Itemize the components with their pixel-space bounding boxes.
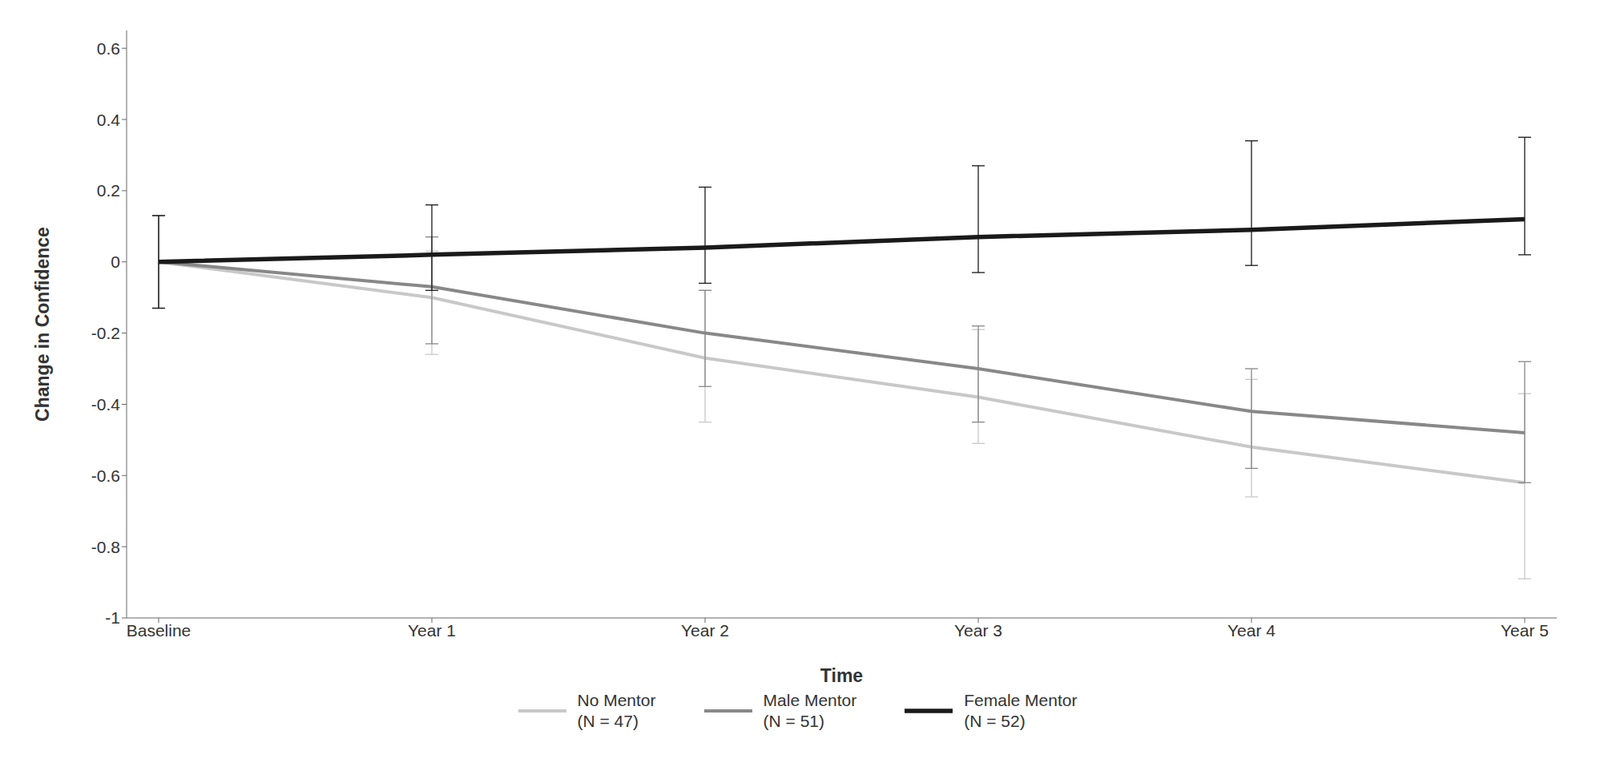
svg-text:-0.8: -0.8 (91, 537, 121, 557)
html-text:No Mentor: No Mentor (577, 690, 656, 710)
svg-text:Time: Time (820, 664, 863, 686)
svg-text:-0.6: -0.6 (91, 466, 121, 485)
svg-text:0.6: 0.6 (96, 39, 121, 58)
html-text:Male Mentor: Male Mentor (763, 690, 857, 710)
svg-text:0.4: 0.4 (96, 110, 121, 129)
svg-text:Year 1: Year 1 (407, 620, 456, 640)
svg-text:Year 5: Year 5 (1500, 620, 1549, 640)
svg-text:Year 3: Year 3 (954, 620, 1003, 640)
svg-text:-1: -1 (104, 608, 121, 627)
html-text:(N = 47): (N = 47) (577, 711, 639, 730)
svg-text:0.2: 0.2 (96, 181, 121, 200)
svg-text:Baseline: Baseline (126, 620, 192, 640)
html-text:(N = 52): (N = 52) (964, 711, 1026, 730)
svg-text:Year 4: Year 4 (1227, 620, 1276, 640)
svg-text:Change in Confidence: Change in Confidence (32, 226, 53, 422)
svg-text:-0.2: -0.2 (91, 323, 121, 343)
html-text:Female Mentor: Female Mentor (964, 690, 1078, 710)
html-text:(N = 51): (N = 51) (763, 711, 825, 730)
svg-text:0: 0 (110, 252, 121, 271)
svg-text:-0.4: -0.4 (91, 394, 121, 414)
svg-text:Year 2: Year 2 (681, 620, 730, 640)
